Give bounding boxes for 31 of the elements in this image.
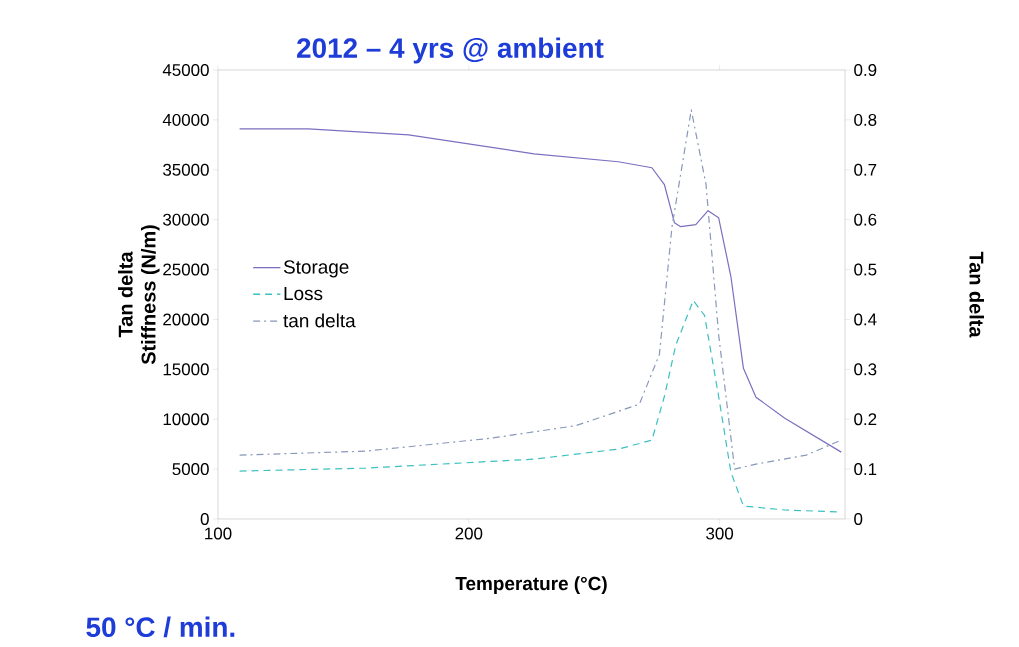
y-axis-title: Tan delta Stiffness (N/m) <box>118 225 160 365</box>
y2-tick-label: 0 <box>854 512 863 525</box>
y2-tick-label: 0.3 <box>854 363 877 376</box>
x-axis-title: Temperature (°C) <box>455 576 607 594</box>
y-tick-label: 20000 <box>163 313 209 326</box>
y2-tick-label: 0.1 <box>854 463 877 476</box>
text: 50 °C / min. <box>86 616 235 638</box>
x-tick-label: 200 <box>455 527 483 540</box>
chart-title: 2012 – 4 yrs @ ambient <box>297 37 604 64</box>
y2-axis-title: Tan delta <box>969 251 984 338</box>
y2-tick-label: 0.6 <box>854 213 877 226</box>
y2-tick-label: 0.9 <box>854 63 877 76</box>
y-tick-label: 25000 <box>163 263 209 276</box>
y2-tick-label: 0.2 <box>854 413 877 426</box>
y-tick-label: 0 <box>200 512 209 525</box>
y-tick-label: 15000 <box>163 363 209 376</box>
legend-label: tan delta <box>283 313 356 328</box>
x-tick-label: 300 <box>706 527 734 540</box>
y-tick-label: 40000 <box>162 113 209 126</box>
y2-tick-label: 0.4 <box>854 313 877 326</box>
x-tick-label: 100 <box>205 527 232 540</box>
y2-tick-label: 0.8 <box>854 113 877 126</box>
y2-tick-label: 0.5 <box>854 263 877 276</box>
y2-tick-label: 0.7 <box>854 163 877 176</box>
legend-label: Loss <box>284 286 323 301</box>
y-tick-label: 45000 <box>162 63 209 76</box>
y-tick-label: 35000 <box>163 163 209 176</box>
y-tick-label: 30000 <box>163 213 209 226</box>
y-tick-label: 5000 <box>172 463 209 476</box>
y-tick-label: 10000 <box>163 413 209 426</box>
legend-label: Storage <box>283 260 349 278</box>
